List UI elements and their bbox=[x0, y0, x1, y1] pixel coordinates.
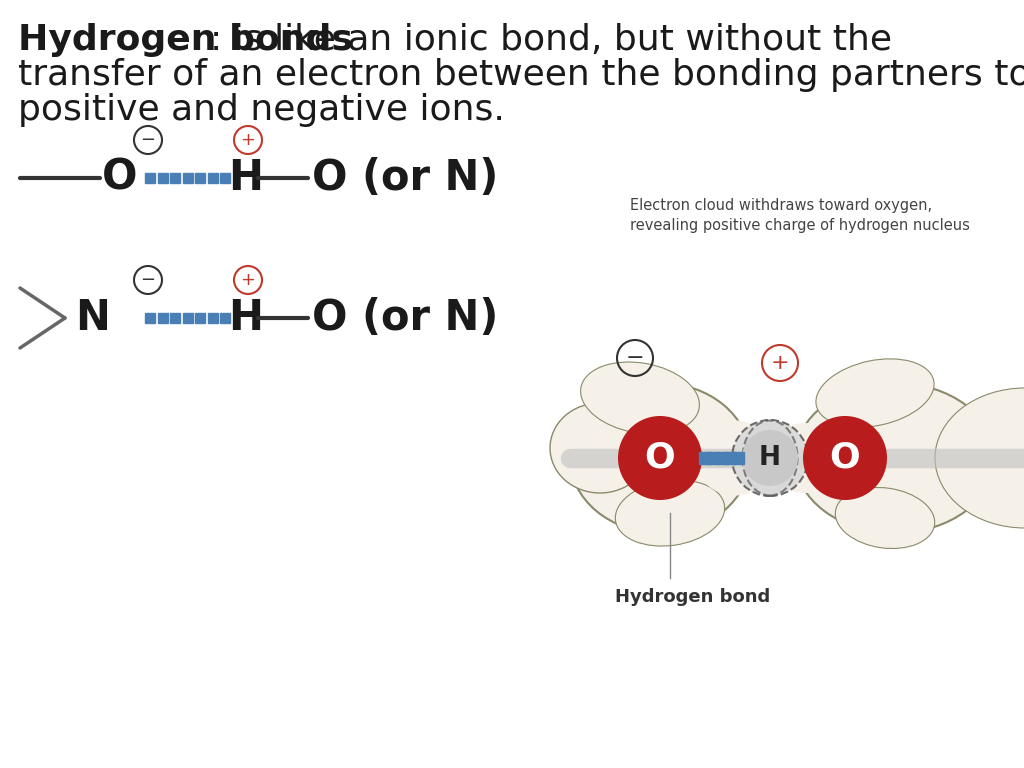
Ellipse shape bbox=[795, 383, 995, 533]
Text: O: O bbox=[829, 441, 860, 475]
Ellipse shape bbox=[570, 383, 750, 533]
Text: positive and negative ions.: positive and negative ions. bbox=[18, 93, 505, 127]
Circle shape bbox=[742, 430, 798, 486]
Text: H: H bbox=[228, 297, 263, 339]
Ellipse shape bbox=[836, 488, 935, 548]
Text: +: + bbox=[241, 271, 256, 289]
Circle shape bbox=[732, 420, 808, 496]
Circle shape bbox=[618, 416, 702, 500]
Text: Hydrogen bonds: Hydrogen bonds bbox=[18, 23, 353, 57]
Text: revealing positive charge of hydrogen nucleus: revealing positive charge of hydrogen nu… bbox=[630, 218, 970, 233]
Text: +: + bbox=[241, 131, 256, 149]
Ellipse shape bbox=[550, 403, 650, 493]
Text: −: − bbox=[140, 131, 156, 149]
Text: +: + bbox=[771, 353, 790, 373]
Text: O (or N): O (or N) bbox=[312, 157, 499, 199]
Text: O (or N): O (or N) bbox=[312, 297, 499, 339]
Text: O: O bbox=[102, 157, 137, 199]
Ellipse shape bbox=[935, 388, 1024, 528]
Circle shape bbox=[803, 416, 887, 500]
Text: −: − bbox=[140, 271, 156, 289]
Text: transfer of an electron between the bonding partners to form: transfer of an electron between the bond… bbox=[18, 58, 1024, 92]
Text: O: O bbox=[645, 441, 676, 475]
Text: H: H bbox=[228, 157, 263, 199]
Ellipse shape bbox=[695, 421, 775, 495]
Text: H: H bbox=[759, 445, 781, 471]
Ellipse shape bbox=[816, 359, 934, 427]
Text: Hydrogen bond: Hydrogen bond bbox=[615, 588, 770, 606]
Text: N: N bbox=[75, 297, 110, 339]
Text: −: − bbox=[626, 348, 644, 368]
Ellipse shape bbox=[765, 423, 845, 493]
Ellipse shape bbox=[581, 362, 699, 434]
Ellipse shape bbox=[615, 480, 725, 546]
Text: : is like an ionic bond, but without the: : is like an ionic bond, but without the bbox=[210, 23, 892, 57]
Ellipse shape bbox=[742, 421, 798, 495]
Text: Electron cloud withdraws toward oxygen,: Electron cloud withdraws toward oxygen, bbox=[630, 198, 932, 213]
